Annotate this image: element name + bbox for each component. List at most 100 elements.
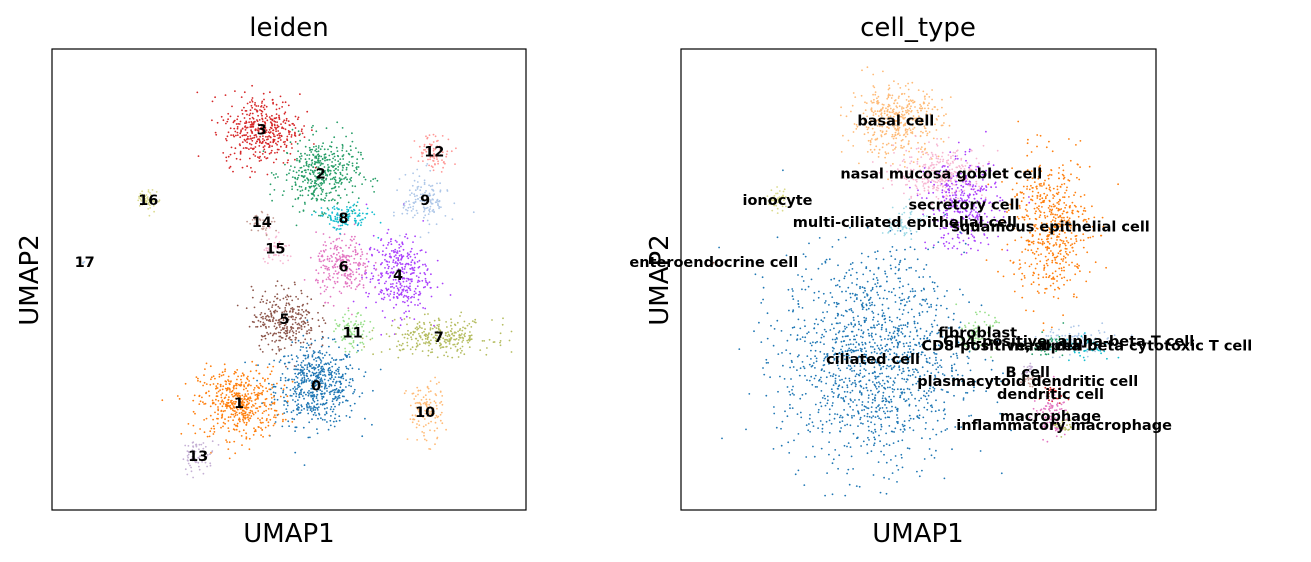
data-point (338, 180, 341, 183)
data-point (508, 339, 511, 342)
data-point (931, 89, 933, 91)
data-point (328, 260, 331, 263)
data-point (435, 339, 438, 341)
data-point (310, 343, 313, 346)
data-point (448, 340, 451, 342)
data-point (285, 146, 288, 149)
data-point (266, 390, 269, 393)
data-point (297, 384, 299, 387)
data-point (405, 310, 407, 313)
data-point (222, 401, 225, 403)
data-point (951, 182, 953, 185)
data-point (355, 171, 357, 174)
data-point (371, 337, 374, 340)
data-point (405, 208, 407, 211)
data-point (871, 161, 874, 163)
data-point (250, 129, 253, 132)
data-point (392, 278, 395, 281)
data-point (332, 403, 335, 405)
data-point (295, 392, 298, 395)
data-point (184, 468, 187, 471)
data-point (377, 236, 380, 239)
data-point (263, 108, 266, 111)
data-point (195, 376, 198, 378)
data-point (404, 235, 406, 238)
data-point (426, 219, 429, 222)
data-point (294, 198, 297, 201)
data-point (198, 468, 201, 471)
data-point (942, 242, 945, 245)
data-point (867, 131, 869, 134)
data-point (282, 355, 285, 358)
data-point (198, 394, 201, 397)
data-point (246, 131, 249, 134)
data-point (274, 295, 276, 298)
data-point (346, 173, 349, 176)
data-point (371, 423, 373, 426)
data-point (851, 104, 854, 107)
data-point (381, 262, 383, 264)
data-point (425, 190, 427, 192)
data-point (351, 212, 354, 215)
data-point (341, 401, 344, 404)
data-point (444, 162, 446, 165)
data-point (385, 287, 387, 290)
data-point (451, 333, 453, 336)
data-point (352, 250, 354, 253)
data-point (311, 363, 313, 366)
data-point (302, 311, 305, 313)
data-point (346, 276, 349, 279)
data-point (318, 350, 321, 352)
data-point (952, 154, 954, 157)
data-point (355, 168, 358, 171)
data-point (272, 141, 275, 144)
data-point (430, 323, 432, 326)
data-point (245, 423, 248, 426)
data-point (904, 135, 907, 138)
data-point (206, 435, 209, 438)
data-point (298, 305, 301, 308)
data-point (400, 257, 403, 259)
data-point (328, 199, 330, 202)
data-point (383, 282, 386, 285)
data-point (217, 406, 219, 408)
data-point (283, 327, 286, 329)
data-point (294, 388, 297, 390)
data-point (940, 124, 943, 127)
data-point (348, 328, 351, 331)
data-point (284, 140, 286, 143)
data-point (320, 385, 323, 388)
data-point (246, 416, 249, 419)
data-point (298, 155, 301, 158)
data-point (510, 351, 513, 353)
data-point (316, 381, 319, 384)
data-point (258, 128, 260, 130)
data-point (922, 90, 925, 93)
data-point (267, 343, 270, 346)
data-point (316, 432, 319, 435)
data-point (310, 329, 312, 332)
data-point (491, 319, 493, 321)
data-point (303, 368, 306, 371)
data-point (266, 418, 268, 420)
data-point (263, 402, 266, 404)
data-point (402, 290, 404, 292)
data-point (339, 260, 342, 262)
data-point (446, 335, 449, 338)
data-point (182, 458, 185, 461)
data-point (323, 271, 325, 274)
data-point (895, 137, 898, 140)
data-point (293, 281, 296, 284)
data-point (329, 191, 332, 194)
data-point (342, 263, 344, 266)
data-point (384, 254, 387, 257)
data-point (408, 189, 411, 192)
data-point (305, 374, 308, 377)
data-point (435, 414, 438, 417)
data-point (287, 355, 290, 357)
data-point (401, 333, 404, 336)
data-point (291, 378, 293, 381)
data-point (272, 317, 275, 320)
data-point (254, 102, 256, 104)
data-point (294, 338, 297, 341)
